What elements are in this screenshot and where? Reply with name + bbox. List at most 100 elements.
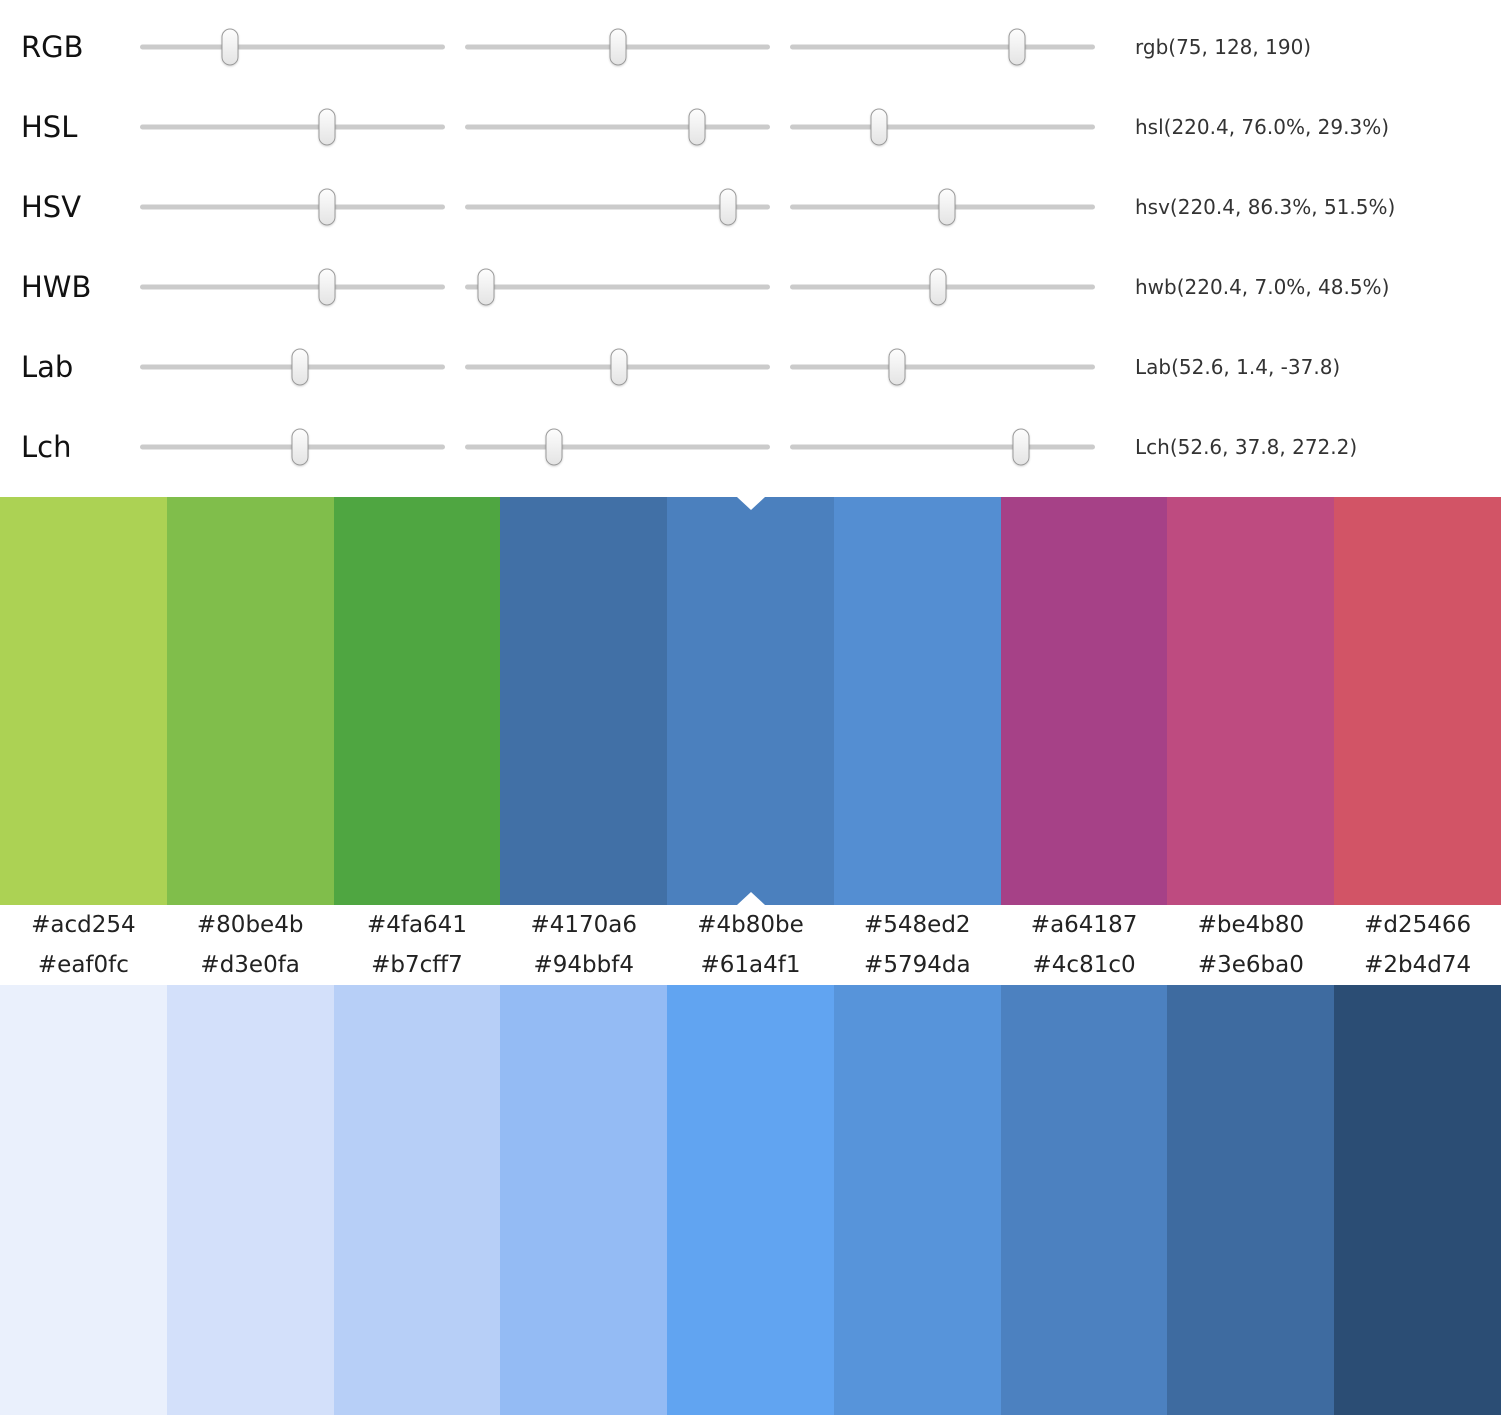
palette-swatch[interactable] bbox=[1334, 497, 1501, 905]
selection-notch-top bbox=[736, 497, 765, 510]
slider-handle[interactable] bbox=[1008, 28, 1026, 66]
hwb-channel-3-slider[interactable] bbox=[790, 265, 1095, 309]
hex-label: #eaf0fc bbox=[37, 952, 129, 978]
hex-label: #acd254 bbox=[31, 912, 136, 938]
slider-handle[interactable] bbox=[318, 268, 336, 306]
slider-handle[interactable] bbox=[318, 108, 336, 146]
slider-track[interactable] bbox=[790, 444, 1095, 450]
tint-shade-scale bbox=[0, 985, 1501, 1415]
palette-swatch[interactable] bbox=[166, 497, 334, 905]
row-label-lab: Lab bbox=[21, 350, 74, 384]
hex-label: #2b4d74 bbox=[1364, 952, 1472, 978]
palette-swatch[interactable] bbox=[833, 497, 1001, 905]
slider-track[interactable] bbox=[140, 124, 445, 130]
color-value-lch: Lch(52.6, 37.8, 272.2) bbox=[1135, 435, 1358, 459]
slider-handle[interactable] bbox=[477, 268, 495, 306]
slider-handle[interactable] bbox=[291, 348, 309, 386]
slider-handle[interactable] bbox=[610, 348, 628, 386]
hsv-channel-3-slider[interactable] bbox=[790, 185, 1095, 229]
hex-label: #4170a6 bbox=[530, 912, 637, 938]
scale-swatch[interactable] bbox=[667, 985, 834, 1415]
hex-label: #d3e0fa bbox=[200, 952, 300, 978]
slider-row-hwb: HWB hwb(220.4, 7.0%, 48.5%) bbox=[0, 247, 1501, 327]
slider-track[interactable] bbox=[465, 204, 770, 210]
slider-track[interactable] bbox=[790, 44, 1095, 50]
hex-label: #be4b80 bbox=[1197, 912, 1305, 938]
slider-handle[interactable] bbox=[888, 348, 906, 386]
palette-hex-labels: #acd254 #80be4b #4fa641 #4170a6 #4b80be … bbox=[0, 905, 1501, 945]
lab-channel-3-slider[interactable] bbox=[790, 345, 1095, 389]
hsv-channel-1-slider[interactable] bbox=[140, 185, 445, 229]
palette-swatch[interactable] bbox=[1167, 497, 1335, 905]
slider-row-lch: Lch Lch(52.6, 37.8, 272.2) bbox=[0, 407, 1501, 487]
scale-swatch[interactable] bbox=[0, 985, 167, 1415]
slider-handle[interactable] bbox=[870, 108, 888, 146]
hex-label: #4b80be bbox=[697, 912, 804, 938]
color-sliders-panel: RGB rgb(75, 128, 190) HSL hsl(220.4, bbox=[0, 0, 1501, 497]
palette-swatch[interactable] bbox=[0, 497, 167, 905]
slider-handle[interactable] bbox=[221, 28, 239, 66]
hex-label: #d25466 bbox=[1364, 912, 1472, 938]
slider-handle[interactable] bbox=[291, 428, 309, 466]
palette-swatch[interactable] bbox=[333, 497, 501, 905]
hue-palette bbox=[0, 497, 1501, 905]
slider-handle[interactable] bbox=[719, 188, 737, 226]
palette-swatch[interactable] bbox=[1000, 497, 1168, 905]
hsl-channel-2-slider[interactable] bbox=[465, 105, 770, 149]
slider-track[interactable] bbox=[465, 124, 770, 130]
lab-channel-1-slider[interactable] bbox=[140, 345, 445, 389]
slider-handle[interactable] bbox=[929, 268, 947, 306]
scale-swatch[interactable] bbox=[1334, 985, 1501, 1415]
hex-label: #61a4f1 bbox=[700, 952, 801, 978]
hsl-channel-3-slider[interactable] bbox=[790, 105, 1095, 149]
lch-channel-1-slider[interactable] bbox=[140, 425, 445, 469]
color-value-hsl: hsl(220.4, 76.0%, 29.3%) bbox=[1135, 115, 1390, 139]
scale-swatch[interactable] bbox=[1167, 985, 1335, 1415]
scale-swatch[interactable] bbox=[166, 985, 334, 1415]
slider-handle[interactable] bbox=[1012, 428, 1030, 466]
scale-swatch[interactable] bbox=[500, 985, 668, 1415]
slider-handle[interactable] bbox=[938, 188, 956, 226]
slider-row-rgb: RGB rgb(75, 128, 190) bbox=[0, 7, 1501, 87]
hsl-channel-1-slider[interactable] bbox=[140, 105, 445, 149]
palette-swatch-selected[interactable] bbox=[667, 497, 834, 905]
scale-swatch[interactable] bbox=[833, 985, 1001, 1415]
hwb-channel-2-slider[interactable] bbox=[465, 265, 770, 309]
palette-swatch[interactable] bbox=[500, 497, 668, 905]
row-label-hsl: HSL bbox=[21, 110, 78, 144]
slider-handle[interactable] bbox=[318, 188, 336, 226]
row-label-rgb: RGB bbox=[21, 30, 84, 64]
slider-track[interactable] bbox=[790, 124, 1095, 130]
hex-label: #4c81c0 bbox=[1032, 952, 1136, 978]
slider-track[interactable] bbox=[140, 204, 445, 210]
color-value-lab: Lab(52.6, 1.4, -37.8) bbox=[1135, 355, 1341, 379]
hex-label: #5794da bbox=[864, 952, 971, 978]
slider-row-hsl: HSL hsl(220.4, 76.0%, 29.3%) bbox=[0, 87, 1501, 167]
slider-track[interactable] bbox=[140, 284, 445, 290]
slider-track[interactable] bbox=[465, 284, 770, 290]
slider-handle[interactable] bbox=[688, 108, 706, 146]
selection-notch-bottom bbox=[736, 892, 765, 905]
hwb-channel-1-slider[interactable] bbox=[140, 265, 445, 309]
lch-channel-2-slider[interactable] bbox=[465, 425, 770, 469]
color-value-rgb: rgb(75, 128, 190) bbox=[1135, 35, 1312, 59]
lch-channel-3-slider[interactable] bbox=[790, 425, 1095, 469]
scale-swatch[interactable] bbox=[333, 985, 501, 1415]
rgb-channel-2-slider[interactable] bbox=[465, 25, 770, 69]
hex-label: #94bbf4 bbox=[533, 952, 634, 978]
slider-handle[interactable] bbox=[545, 428, 563, 466]
slider-track[interactable] bbox=[465, 444, 770, 450]
hex-label: #4fa641 bbox=[366, 912, 467, 938]
scale-swatch[interactable] bbox=[1000, 985, 1168, 1415]
hex-label: #a64187 bbox=[1030, 912, 1138, 938]
lab-channel-2-slider[interactable] bbox=[465, 345, 770, 389]
slider-handle[interactable] bbox=[609, 28, 627, 66]
color-value-hwb: hwb(220.4, 7.0%, 48.5%) bbox=[1135, 275, 1390, 299]
scale-hex-labels: #eaf0fc #d3e0fa #b7cff7 #94bbf4 #61a4f1 … bbox=[0, 945, 1501, 985]
hsv-channel-2-slider[interactable] bbox=[465, 185, 770, 229]
slider-track[interactable] bbox=[140, 44, 445, 50]
rgb-channel-3-slider[interactable] bbox=[790, 25, 1095, 69]
slider-track[interactable] bbox=[790, 364, 1095, 370]
row-label-lch: Lch bbox=[21, 430, 72, 464]
rgb-channel-1-slider[interactable] bbox=[140, 25, 445, 69]
